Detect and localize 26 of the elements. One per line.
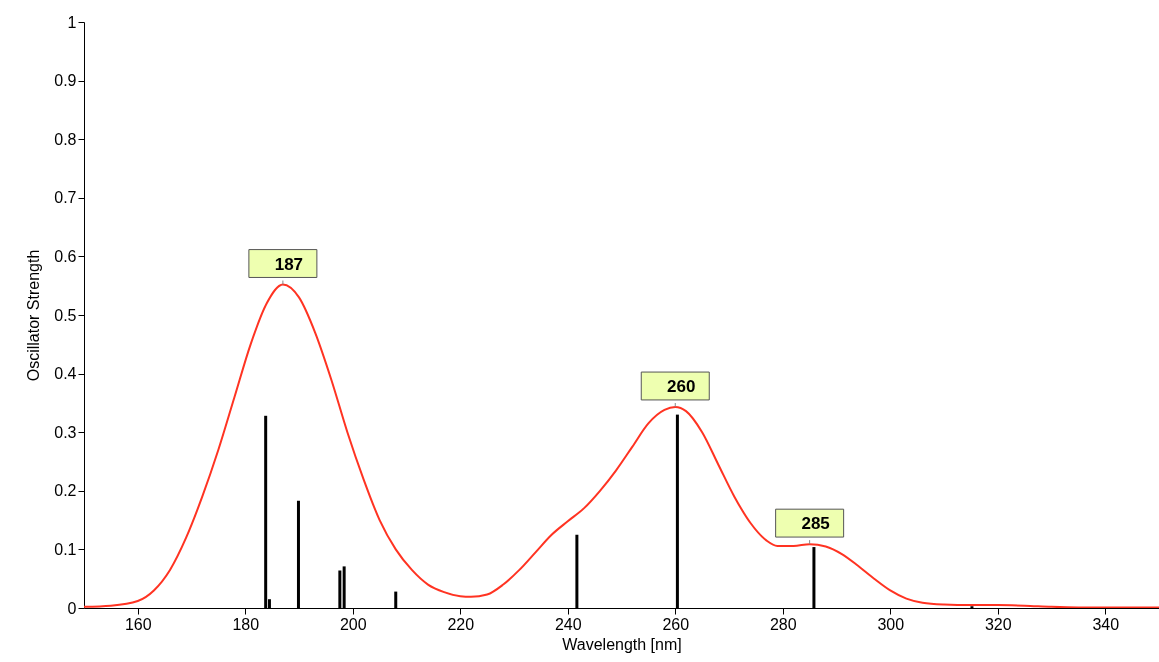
x-tick-label: 340 [1092,615,1120,633]
y-tick-label: 0.2 [54,482,77,500]
y-tick-label: 0.9 [54,72,77,90]
y-tick-label: 0.5 [54,306,77,324]
x-tick-label: 240 [554,615,582,633]
x-tick-label: 160 [124,615,152,633]
x-axis-title: Wavelength [nm] [562,635,682,653]
annotation: 285 [801,514,830,534]
y-tick-label: 0.3 [54,423,77,441]
x-tick-label: 260 [662,615,690,633]
annotation: 187 [274,254,304,274]
y-tick-label: 1 [67,13,77,31]
x-tick-label: 180 [232,615,260,633]
y-axis-title: Oscillator Strength [25,249,43,382]
y-tick-label: 0.4 [54,365,77,383]
y-tick-label: 0.8 [54,130,77,148]
x-tick-label: 300 [877,615,905,633]
y-tick-label: 0.7 [54,189,77,207]
x-tick-label: 280 [769,615,797,633]
x-tick-label: 200 [339,615,367,633]
y-tick-label: 0.6 [54,247,77,265]
annotation: 260 [667,377,696,396]
x-tick-label: 320 [984,615,1012,633]
y-tick-label: 0.1 [54,540,77,558]
x-tick-label: 220 [447,615,475,633]
y-tick-label: 0 [67,599,77,617]
